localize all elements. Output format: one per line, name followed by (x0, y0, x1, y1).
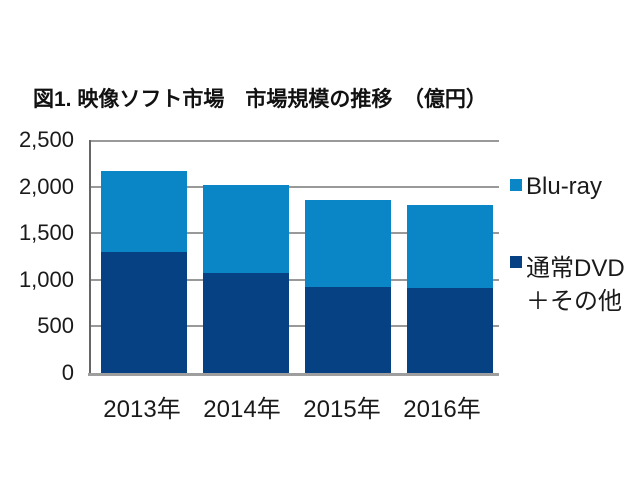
x-tick-label-2016年: 2016年 (403, 396, 481, 423)
bar-2014年 (203, 184, 289, 373)
legend-label-dvd-line1: 通常DVD (526, 255, 625, 282)
legend-swatch-dvd-icon (510, 256, 522, 268)
bar-segment-dvd-2014年 (203, 273, 289, 373)
bar-segment-dvd-2015年 (305, 286, 391, 373)
y-tick-label-0: 0 (61, 360, 74, 385)
bar-segment-bluray-2015年 (305, 199, 391, 287)
chart-title: 図1. 映像ソフト市場 市場規模の推移 （億円） (33, 88, 487, 111)
x-axis-line (88, 373, 499, 376)
bar-segment-bluray-2013年 (101, 170, 187, 252)
gridline-500 (89, 325, 499, 328)
y-tick-label-1500: 1,500 (18, 220, 74, 246)
bar-2013年 (101, 170, 187, 373)
y-tick-label-2000: 2,000 (18, 173, 74, 199)
x-tick-label-2015年: 2015年 (303, 396, 381, 423)
plot-area (88, 140, 499, 376)
legend-label-bluray: Blu-ray (526, 173, 603, 200)
bar-segment-dvd-2016年 (407, 288, 493, 373)
gridline-1000 (89, 278, 499, 281)
legend-swatch-bluray-icon (510, 179, 522, 191)
y-tick-label-2500: 2,500 (18, 127, 74, 152)
legend-label-dvd-line2: ＋その他 (526, 288, 622, 315)
bar-segment-bluray-2016年 (407, 204, 493, 288)
bar-segment-bluray-2014年 (203, 184, 289, 274)
x-tick-label-2013年: 2013年 (103, 396, 181, 423)
y-tick-label-1000: 1,000 (18, 266, 74, 292)
bar-2016年 (407, 204, 493, 373)
bar-2015年 (305, 199, 391, 373)
y-tick-label-500: 500 (37, 313, 74, 339)
plot-top-border (89, 140, 499, 142)
gridline-2000 (89, 185, 499, 188)
x-tick-label-2014年: 2014年 (203, 396, 281, 423)
gridline-1500 (89, 232, 499, 235)
bar-segment-dvd-2013年 (101, 251, 187, 373)
y-axis-line (89, 140, 91, 374)
